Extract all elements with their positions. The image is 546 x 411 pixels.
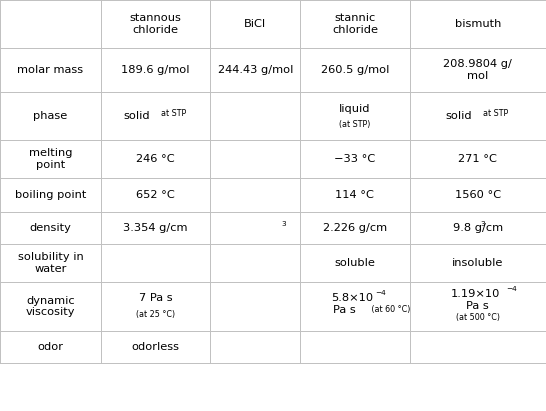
Text: 208.9804 g/
mol: 208.9804 g/ mol (443, 59, 512, 81)
Text: phase: phase (33, 111, 68, 121)
Text: 260.5 g/mol: 260.5 g/mol (321, 65, 389, 75)
Text: (at 500 °C): (at 500 °C) (456, 313, 500, 322)
Text: 3: 3 (480, 221, 485, 226)
Text: 246 °C: 246 °C (136, 154, 175, 164)
Text: Pa s: Pa s (466, 301, 489, 311)
Text: bismuth: bismuth (455, 19, 501, 29)
Text: odor: odor (38, 342, 63, 352)
Text: 1560 °C: 1560 °C (455, 190, 501, 200)
Text: 114 °C: 114 °C (335, 190, 375, 200)
Text: soluble: soluble (335, 258, 375, 268)
Text: −33 °C: −33 °C (334, 154, 376, 164)
Text: −4: −4 (506, 286, 517, 292)
Text: 1.19×10: 1.19×10 (450, 289, 500, 299)
Text: dynamic
viscosity: dynamic viscosity (26, 296, 75, 317)
Text: 271 °C: 271 °C (458, 154, 497, 164)
Text: 3: 3 (282, 221, 286, 226)
Text: molar mass: molar mass (17, 65, 84, 75)
Text: BiCl: BiCl (244, 19, 266, 29)
Text: solubility in
water: solubility in water (17, 252, 84, 274)
Text: 652 °C: 652 °C (136, 190, 175, 200)
Text: solid: solid (123, 111, 150, 121)
Text: 7 Pa s: 7 Pa s (139, 293, 173, 303)
Text: liquid: liquid (339, 104, 371, 113)
Text: 244.43 g/mol: 244.43 g/mol (217, 65, 293, 75)
Text: 5.8×10: 5.8×10 (331, 293, 373, 302)
Text: odorless: odorless (132, 342, 180, 352)
Text: Pa s: Pa s (333, 305, 355, 315)
Text: solid: solid (446, 111, 472, 121)
Text: −4: −4 (376, 290, 387, 296)
Text: 2.226 g/cm: 2.226 g/cm (323, 223, 387, 233)
Text: 3.354 g/cm: 3.354 g/cm (123, 223, 188, 233)
Text: 9.8 g/cm: 9.8 g/cm (453, 223, 503, 233)
Text: melting
point: melting point (29, 148, 72, 170)
Text: boiling point: boiling point (15, 190, 86, 200)
Text: insoluble: insoluble (452, 258, 503, 268)
Text: (at 25 °C): (at 25 °C) (136, 309, 175, 319)
Text: stannic
chloride: stannic chloride (332, 14, 378, 35)
Text: 189.6 g/mol: 189.6 g/mol (121, 65, 190, 75)
Text: density: density (29, 223, 72, 233)
Text: stannous
chloride: stannous chloride (129, 14, 182, 35)
Text: at STP: at STP (156, 109, 186, 118)
Text: at STP: at STP (478, 109, 508, 118)
Text: (at STP): (at STP) (339, 120, 371, 129)
Text: (at 60 °C): (at 60 °C) (369, 305, 410, 314)
